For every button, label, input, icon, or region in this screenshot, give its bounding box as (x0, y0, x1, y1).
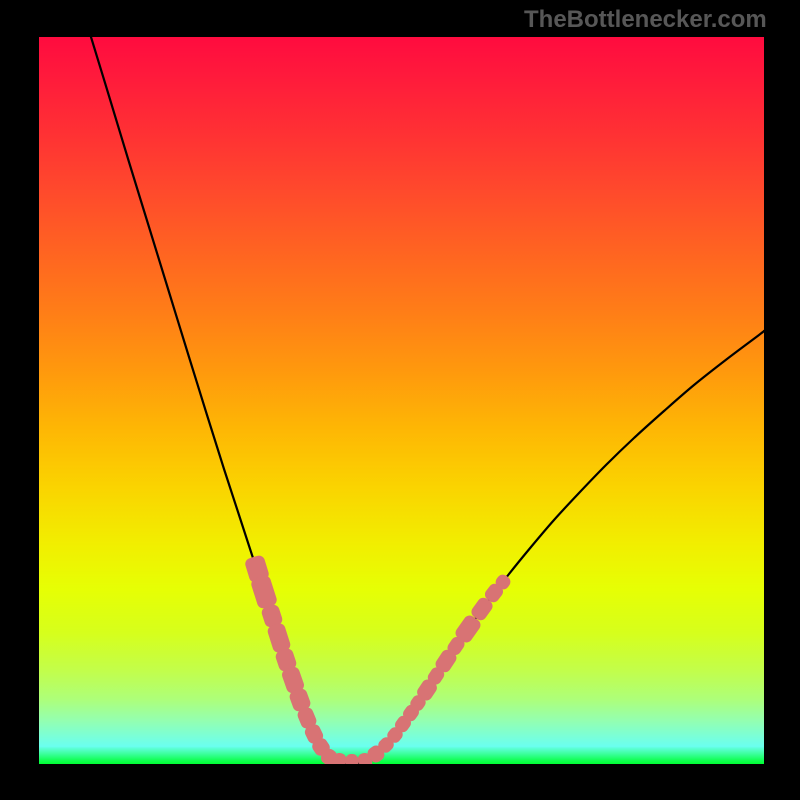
chart-frame: TheBottlenecker.com (0, 0, 800, 800)
chart-svg (0, 0, 800, 800)
plot-background-gradient (39, 37, 764, 764)
